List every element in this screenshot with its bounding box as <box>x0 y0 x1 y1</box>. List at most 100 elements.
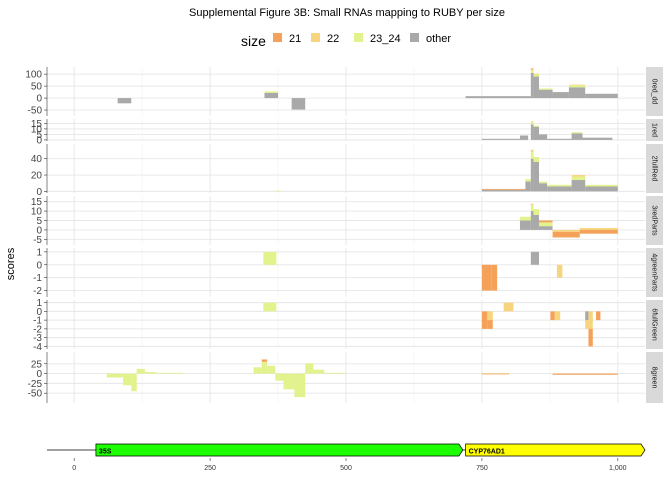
bar-2fullRed-4-other <box>534 162 539 191</box>
bar-1red-5-other <box>547 139 571 140</box>
bar-8green-13-23_24 <box>313 370 324 374</box>
bar-2fullRed-3-22 <box>531 150 534 152</box>
bar-1red-3-23_24 <box>534 126 539 127</box>
legend-label-23_24: 23_24 <box>370 33 401 45</box>
legend-label-22: 22 <box>327 33 339 45</box>
legend-swatch-22 <box>311 33 320 42</box>
bar-3redParts-1-23_24 <box>531 205 534 211</box>
feature-35S <box>96 444 463 456</box>
bar-0red_dd-1-23_24 <box>264 91 278 92</box>
bar-3redParts-1-other <box>531 211 534 230</box>
legend-swatch-21 <box>273 33 282 42</box>
bar-4greenParts-1-21 <box>482 265 492 291</box>
bar-8green-4-23_24 <box>145 372 156 374</box>
facet-strip-label: 1red <box>651 123 658 137</box>
bar-8green-6-23_24 <box>254 367 262 373</box>
bar-2fullRed-2-other <box>525 182 530 192</box>
bar-2fullRed-2-23_24 <box>525 179 530 181</box>
x-tick-label: 500 <box>340 465 352 472</box>
bar-8green-9-23_24 <box>275 374 283 381</box>
legend-title: size <box>241 33 266 49</box>
y-tick-label: -1 <box>33 273 42 284</box>
y-tick-label: 20 <box>31 171 43 182</box>
bar-0red_dd-5-22 <box>534 74 539 75</box>
bar-3redParts-3-21 <box>539 221 553 223</box>
bar-8green-1-23_24 <box>123 374 131 386</box>
bar-3redParts-3-23_24 <box>539 222 553 226</box>
bar-2fullRed-5-other <box>539 183 547 191</box>
y-tick-label: 1 <box>36 247 42 258</box>
y-axis-label: scores <box>5 247 17 280</box>
bar-0red_dd-8-23_24 <box>569 85 585 87</box>
bar-1red-1-other <box>520 136 528 140</box>
y-tick-label: -4 <box>33 342 42 353</box>
bar-0red_dd-6-23_24 <box>539 89 553 90</box>
x-tick-label: 750 <box>476 465 488 472</box>
bar-6fullGreen-2-21 <box>487 320 492 329</box>
bar-8green-10-23_24 <box>283 374 294 390</box>
bar-8green-8-23_24 <box>267 366 275 374</box>
bar-8green-11-23_24 <box>294 374 305 398</box>
x-tick-label: 0 <box>72 465 76 472</box>
bar-8green-16-21 <box>553 374 618 375</box>
y-tick-label: 0 <box>36 94 42 105</box>
panels: 100500-500red_dd1510501red402002fullRed1… <box>25 67 663 403</box>
bar-2fullRed-6-other <box>547 186 571 191</box>
bar-0red_dd-3-other <box>466 96 531 98</box>
bar-2fullRed-1-21 <box>482 189 525 190</box>
bar-6fullGreen-6-22 <box>585 320 588 329</box>
bar-2fullRed-8-other <box>585 186 618 191</box>
bar-0red_dd-5-23_24 <box>534 75 539 77</box>
bar-3redParts-1-22 <box>531 204 534 206</box>
y-tick-label: 50 <box>31 82 43 93</box>
bar-8green-7-21 <box>262 359 267 361</box>
bar-3redParts-2-23_24 <box>534 209 539 215</box>
bar-2fullRed-7-23_24 <box>572 177 586 180</box>
legend-label-21: 21 <box>289 33 301 45</box>
y-tick-label: 0 <box>36 135 42 146</box>
bar-2fullRed-3-other <box>531 159 534 192</box>
facet-strip-label: 0red_dd <box>651 79 658 105</box>
y-tick-label: -50 <box>28 389 43 400</box>
bar-0red_dd-6-other <box>539 90 553 98</box>
legend-swatch-23_24 <box>354 33 363 42</box>
bar-3redParts-4-22 <box>553 230 580 232</box>
chart-title: Supplemental Figure 3B: Small RNAs mappi… <box>189 7 505 19</box>
bar-0red_dd-9-other <box>585 94 618 98</box>
bar-0red_dd-4-21 <box>531 68 534 69</box>
x-tick-label: 250 <box>204 465 216 472</box>
bar-3redParts-0-23_24 <box>520 217 531 221</box>
bar-2fullRed-6-23_24 <box>547 185 571 187</box>
feature-label-35S: 35S <box>99 449 112 456</box>
bar-3redParts-4-21 <box>553 232 580 238</box>
bar-2fullRed-4-23_24 <box>534 157 539 162</box>
bar-6fullGreen-1-21 <box>482 311 487 329</box>
bar-6fullGreen-8-21 <box>596 311 600 320</box>
bar-2fullRed-0-23_24 <box>275 191 280 192</box>
facet-strip-label: 6fullGreen <box>651 308 658 340</box>
bar-8green-0-23_24 <box>107 374 123 378</box>
bar-2fullRed-5-23_24 <box>539 182 547 184</box>
bar-4greenParts-3-other <box>531 252 539 265</box>
bar-2fullRed-8-23_24 <box>585 185 618 187</box>
bar-0red_dd-8-22 <box>569 85 585 86</box>
y-tick-label: 100 <box>25 70 42 81</box>
bar-0red_dd-1-other <box>264 93 278 98</box>
y-tick-label: 40 <box>31 154 43 165</box>
bar-0red_dd-8-other <box>569 87 585 98</box>
facet-strip-label: 3redParts <box>651 205 658 236</box>
bar-6fullGreen-0-23_24 <box>263 303 276 312</box>
bar-1red-6-23_24 <box>572 132 583 133</box>
bar-8green-12-23_24 <box>305 363 313 373</box>
bar-6fullGreen-7-22 <box>588 311 592 329</box>
